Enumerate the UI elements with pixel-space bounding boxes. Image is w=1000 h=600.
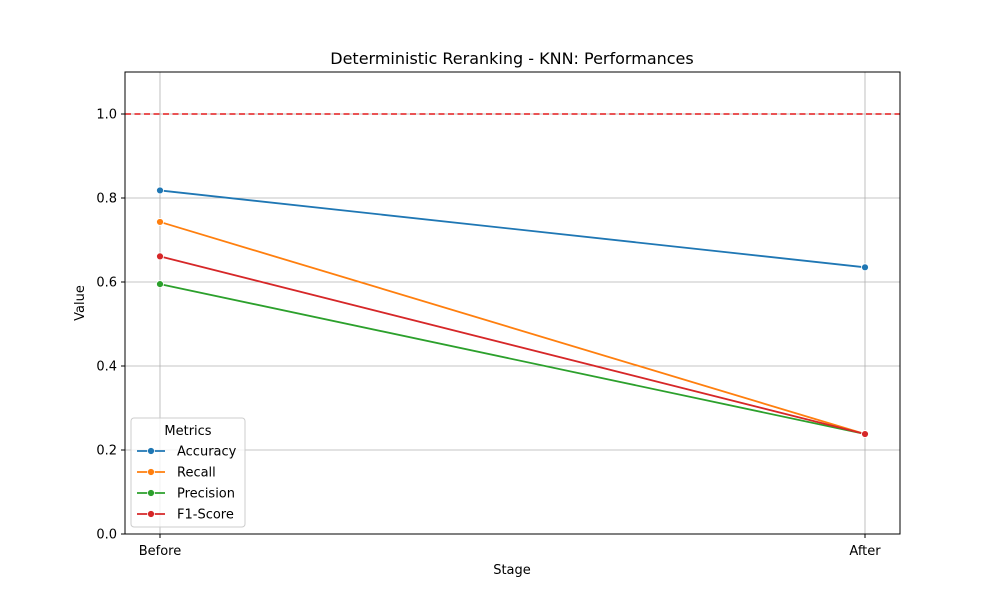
y-tick-label: 1.0 bbox=[96, 108, 117, 123]
y-tick-label: 0.6 bbox=[96, 276, 117, 291]
plot-frame bbox=[124, 71, 901, 535]
series-line-accuracy bbox=[159, 189, 866, 269]
data-point bbox=[156, 252, 164, 261]
legend-label: Precision bbox=[177, 487, 235, 502]
legend-marker bbox=[147, 510, 155, 518]
chart-title: Deterministic Reranking - KNN: Performan… bbox=[330, 49, 693, 68]
x-axis-ticks: Before After bbox=[139, 534, 881, 559]
y-tick-label: 0.4 bbox=[96, 360, 117, 375]
y-tick-label: 0.0 bbox=[96, 528, 117, 543]
plot-background bbox=[125, 72, 900, 534]
plot-area bbox=[124, 71, 901, 535]
y-tick-label: 0.8 bbox=[96, 192, 117, 207]
y-tick-label: 0.2 bbox=[96, 444, 117, 459]
data-point bbox=[156, 186, 164, 195]
legend-box bbox=[130, 417, 246, 528]
legend-marker bbox=[147, 468, 155, 476]
series-line-recall bbox=[159, 221, 866, 435]
legend-entry: Recall bbox=[137, 466, 216, 481]
series-line-f1-score bbox=[159, 255, 866, 435]
x-tick-label: After bbox=[849, 544, 881, 559]
data-point bbox=[861, 263, 869, 272]
y-axis-ticks: 0.0 0.2 0.4 0.6 0.8 1.0 bbox=[96, 108, 125, 543]
y-axis-label: Value bbox=[73, 285, 88, 321]
legend-entry: F1-Score bbox=[137, 508, 234, 523]
series-line-precision bbox=[159, 283, 866, 435]
data-point bbox=[156, 280, 164, 289]
legend-marker bbox=[147, 489, 155, 497]
legend: Metrics Accuracy Recall Precision F1-Score bbox=[130, 417, 246, 528]
legend-label: Accuracy bbox=[177, 445, 237, 460]
legend-entry: Accuracy bbox=[137, 445, 237, 460]
series-lines bbox=[156, 186, 869, 438]
legend-title: Metrics bbox=[164, 424, 211, 439]
legend-entry: Precision bbox=[137, 487, 235, 502]
x-axis-label: Stage bbox=[493, 563, 531, 578]
legend-label: Recall bbox=[177, 466, 216, 481]
legend-label: F1-Score bbox=[177, 508, 234, 523]
x-tick-label: Before bbox=[139, 544, 182, 559]
data-point bbox=[861, 430, 869, 438]
legend-entries: Accuracy Recall Precision F1-Score bbox=[137, 445, 237, 523]
data-point bbox=[156, 218, 164, 226]
legend-marker bbox=[147, 447, 155, 455]
